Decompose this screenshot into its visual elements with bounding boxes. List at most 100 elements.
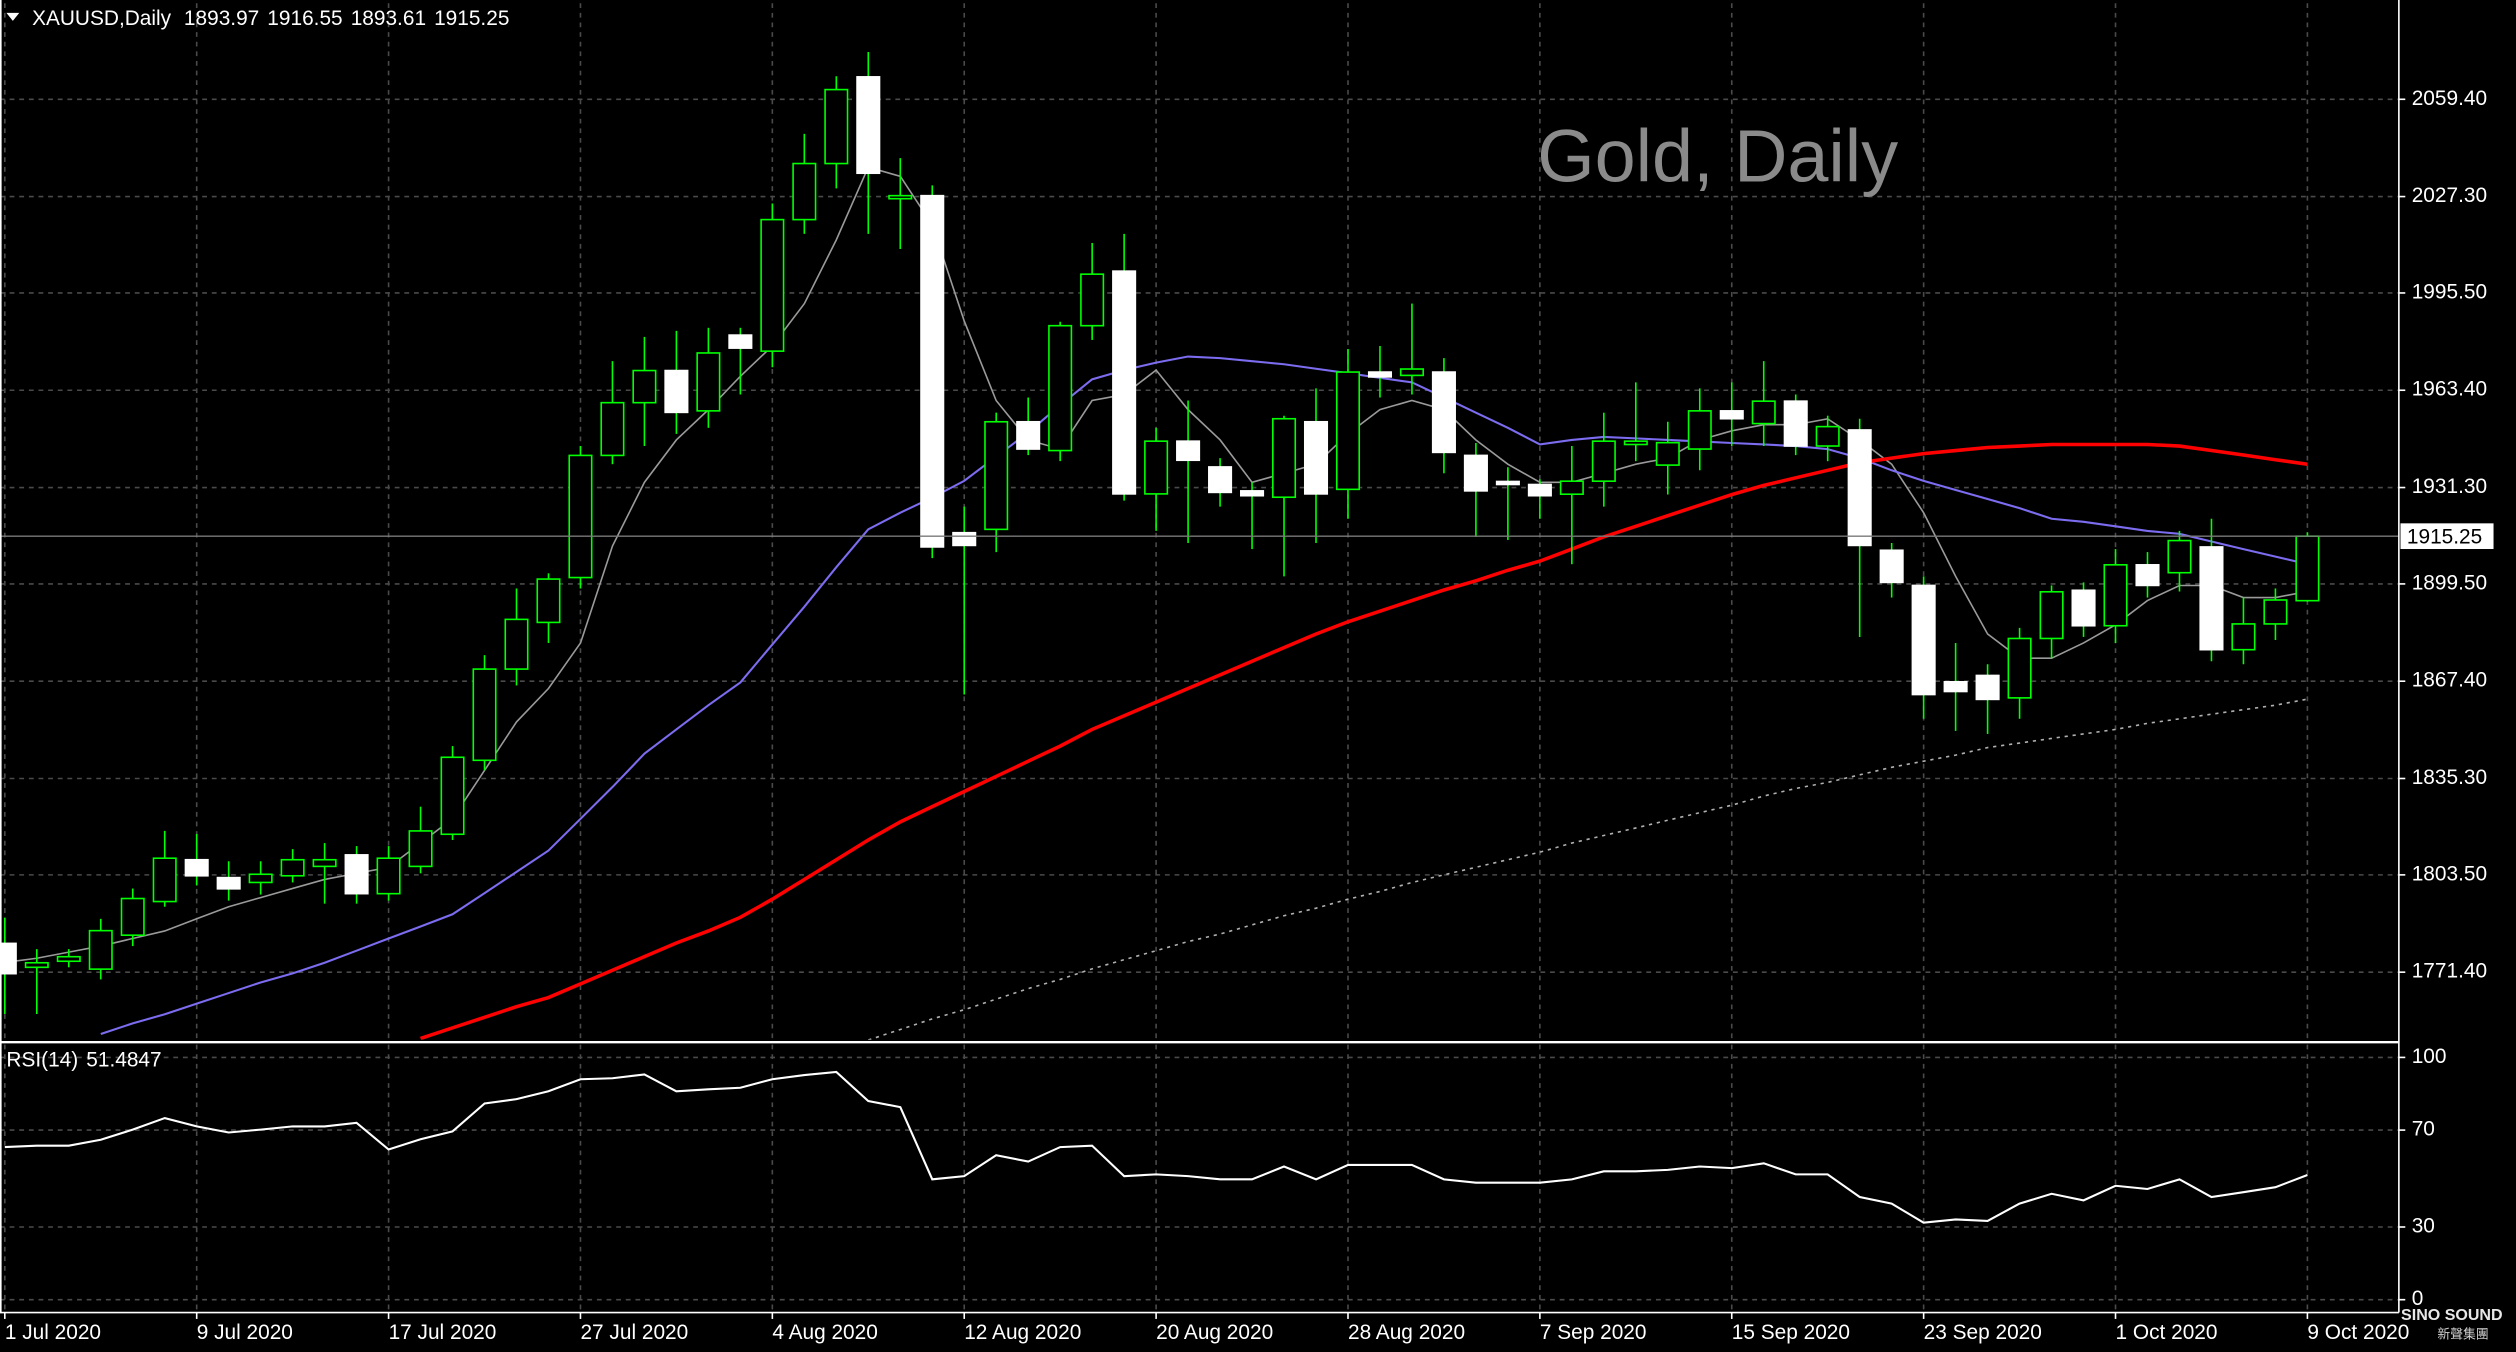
- candle-body: [1463, 454, 1488, 492]
- ohlc-close: 1915.25: [434, 7, 509, 30]
- candle-body: [1144, 440, 1169, 495]
- y-tick-label: 1899.50: [2412, 571, 2487, 594]
- candle-body: [120, 897, 145, 936]
- candle-body: [1016, 420, 1041, 450]
- x-tick-label: 1 Oct 2020: [2116, 1321, 2218, 1344]
- rsi-value: 51.4847: [86, 1048, 161, 1071]
- candle-body: [792, 162, 817, 221]
- candle-body: [2071, 589, 2096, 627]
- candle-body: [1080, 273, 1105, 327]
- symbol: XAUUSD,Daily: [32, 7, 172, 30]
- logo-sub: 新聲集團: [2437, 1326, 2488, 1341]
- candle-body: [824, 88, 849, 165]
- candle-body: [344, 854, 369, 895]
- x-tick-label: 15 Sep 2020: [1732, 1321, 1850, 1344]
- candle-body: [1271, 417, 1297, 499]
- y-tick-label: 30: [2412, 1215, 2435, 1238]
- y-tick-label: 1995.50: [2412, 280, 2487, 303]
- price-pane: [0, 52, 2399, 1040]
- x-tick-label: 20 Aug 2020: [1156, 1321, 1273, 1344]
- candle-body: [1240, 490, 1265, 497]
- x-tick-label: 28 Aug 2020: [1348, 1321, 1465, 1344]
- candle-body: [184, 858, 209, 877]
- candle-body: [952, 531, 977, 547]
- candle-body: [248, 873, 273, 884]
- logo: SINO SOUND: [2401, 1306, 2503, 1324]
- candle-body: [856, 76, 881, 175]
- y-tick-label: 2059.40: [2412, 87, 2487, 110]
- line-series: [867, 698, 2308, 1040]
- y-tick-label: 70: [2412, 1118, 2435, 1141]
- candle-body: [728, 334, 753, 349]
- candle-body: [2135, 564, 2160, 587]
- y-tick-label: 0: [2412, 1287, 2424, 1310]
- candle-body: [1112, 270, 1137, 495]
- y-tick-label: 1867.40: [2412, 669, 2487, 692]
- candle-body: [376, 857, 401, 895]
- candle-body: [1911, 584, 1936, 696]
- rsi-header: RSI(14) 51.4847: [6, 1048, 161, 1071]
- candle-body: [984, 420, 1009, 531]
- y-tick-label: 1803.50: [2412, 862, 2487, 885]
- candle-body: [1559, 480, 1584, 496]
- y-tick-label: 1835.30: [2412, 766, 2487, 789]
- y-tick-label: 1931.30: [2412, 475, 2487, 498]
- rsi-title: RSI(14): [6, 1048, 78, 1071]
- candle-body: [312, 858, 337, 868]
- watermark: Gold, Daily: [1537, 115, 1898, 198]
- candle-body: [1655, 441, 1680, 466]
- y-tick-label: 100: [2412, 1045, 2447, 1068]
- y-tick-label: 1771.40: [2412, 960, 2487, 983]
- candle-body: [760, 218, 785, 352]
- candle-body: [1431, 371, 1456, 454]
- x-tick-label: 27 Jul 2020: [580, 1321, 688, 1344]
- candle-body: [1527, 483, 1552, 497]
- candle-body: [280, 858, 305, 877]
- candle-body: [1495, 480, 1520, 486]
- x-tick-label: 17 Jul 2020: [389, 1321, 497, 1344]
- x-tick-label: 9 Jul 2020: [197, 1321, 293, 1344]
- candle-body: [216, 876, 241, 890]
- candle-body: [1879, 549, 1904, 584]
- menu-triangle[interactable]: [6, 12, 20, 21]
- x-tick-label: 12 Aug 2020: [964, 1321, 1081, 1344]
- candle-body: [1751, 400, 1776, 425]
- candle-body: [1719, 410, 1744, 420]
- candle-body: [2295, 535, 2320, 602]
- candle-body: [2007, 637, 2032, 699]
- header: XAUUSD,Daily 1893.97 1916.55 1893.61 1915.25: [32, 7, 509, 30]
- current-price-box: [2400, 523, 2494, 550]
- candle-body: [1048, 324, 1073, 452]
- candle-body: [2231, 623, 2256, 651]
- candle-body: [440, 756, 465, 836]
- candle-body: [1176, 440, 1201, 462]
- ohlc-low: 1893.61: [351, 7, 426, 30]
- line-series: [100, 355, 2308, 1035]
- y-tick-label: 1963.40: [2412, 378, 2487, 401]
- ohlc-high: 1916.55: [267, 7, 342, 30]
- x-tick-label: 1 Jul 2020: [5, 1321, 101, 1344]
- candle-body: [888, 194, 913, 200]
- grid: [0, 3, 2399, 1313]
- line-series: [4, 1070, 2308, 1224]
- candle-body: [1335, 371, 1361, 491]
- candle-body: [1687, 410, 1712, 450]
- candle-body: [1623, 440, 1648, 446]
- candle-body: [2263, 599, 2288, 625]
- x-tick-label: 23 Sep 2020: [1924, 1321, 2042, 1344]
- rsi-pane: [4, 1070, 2308, 1224]
- candle-body: [920, 194, 945, 548]
- candle-body: [664, 369, 689, 414]
- candle-body: [1783, 400, 1808, 447]
- candle-body: [1591, 440, 1616, 482]
- candle-body: [2167, 539, 2192, 574]
- candle-body: [2199, 546, 2224, 651]
- candle-body: [1399, 368, 1424, 377]
- candle-body: [408, 830, 433, 868]
- candle-body: [24, 961, 49, 969]
- x-tick-label: 4 Aug 2020: [772, 1321, 877, 1344]
- candle-body: [472, 668, 497, 762]
- current-price-label: 1915.25: [2407, 525, 2482, 548]
